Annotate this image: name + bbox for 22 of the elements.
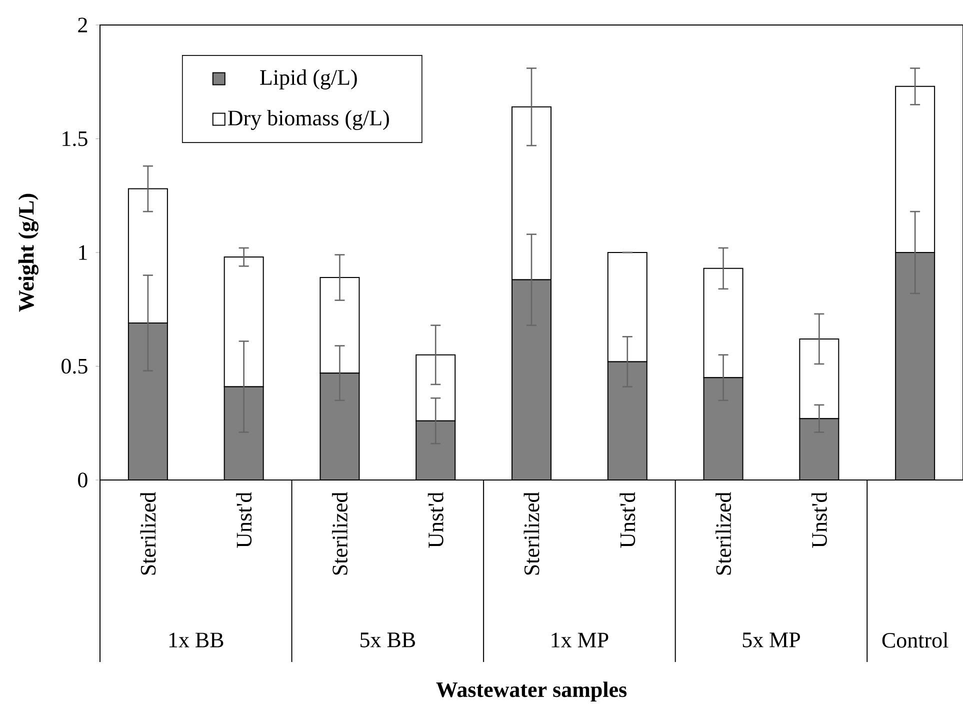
text: Control bbox=[882, 632, 948, 648]
x-tick-label: Unst'd bbox=[620, 492, 636, 548]
y-tick-label: 0.5 bbox=[62, 358, 88, 374]
y-tick-label: 1 bbox=[79, 245, 87, 260]
x-tick-label: Unst'd bbox=[428, 492, 444, 548]
legend-label: Lipid (g/L) bbox=[260, 69, 357, 90]
text: 5x MP bbox=[742, 632, 800, 648]
x-tick-label: Sterilized bbox=[716, 492, 732, 575]
x-tick-label: Unst'd bbox=[811, 492, 827, 548]
x-tick-label: Sterilized bbox=[140, 492, 156, 575]
text: 1x MP bbox=[552, 632, 608, 648]
y-tick-label: 2 bbox=[78, 18, 87, 32]
y-tick-label: 0 bbox=[78, 472, 88, 488]
text: 5x BB bbox=[360, 632, 415, 648]
legend-label: Dry biomass (g/L) bbox=[228, 110, 389, 130]
x-tick-label: Sterilized bbox=[524, 492, 540, 575]
x-axis-title: Wastewater samples bbox=[436, 682, 627, 702]
text: 1x BB bbox=[169, 632, 224, 648]
y-axis-title: Weight (g/L) bbox=[18, 194, 38, 312]
y-tick-label: 1.5 bbox=[62, 131, 88, 146]
x-tick-label: Sterilized bbox=[332, 492, 348, 575]
x-tick-label: Unst'd bbox=[236, 492, 252, 548]
